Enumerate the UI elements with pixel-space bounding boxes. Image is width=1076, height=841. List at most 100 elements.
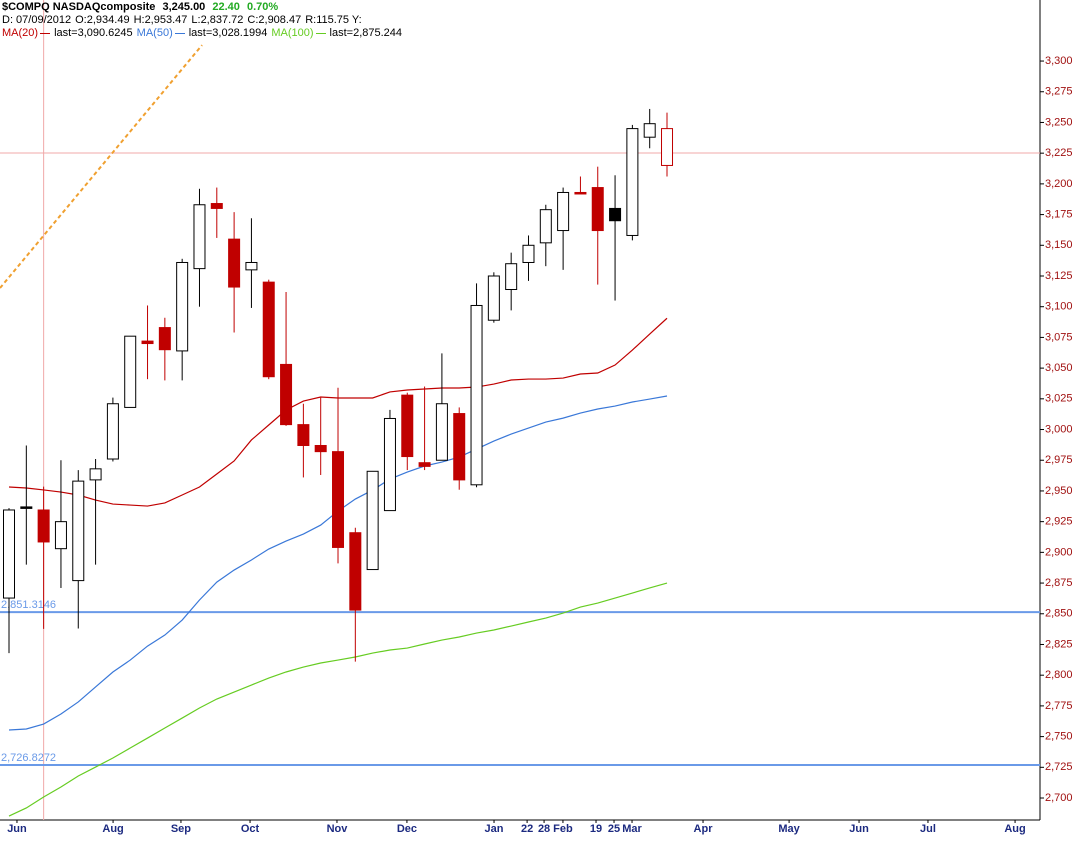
candle-body [332, 451, 345, 548]
candle-body [280, 363, 293, 426]
candle-body [72, 480, 85, 582]
y-tick-label: 3,075 [1045, 331, 1073, 343]
x-tick-label: Oct [241, 823, 260, 835]
candle-body [37, 509, 50, 543]
legend-last: last=2,875.244 [329, 27, 403, 39]
candle-body [89, 468, 102, 481]
x-tick-label: Jun [849, 823, 869, 835]
y-tick-label: 2,725 [1045, 761, 1073, 773]
candle-body [557, 191, 570, 232]
candle-body [176, 261, 189, 352]
candle-body [297, 424, 310, 446]
symbol: $COMPQ NASDAQcomposite [2, 1, 156, 13]
y-tick-label: 2,850 [1045, 608, 1073, 620]
candle-body [609, 207, 622, 222]
candle-body [418, 462, 431, 467]
candle-body [158, 327, 171, 351]
change-pct: 0.70% [246, 1, 279, 13]
x-tick-label: Jan [485, 823, 504, 835]
candle-body [487, 275, 500, 321]
x-tick-label: Mar [622, 823, 642, 835]
candle-body [470, 304, 483, 486]
candle-body [661, 128, 674, 166]
candle-body [262, 281, 275, 378]
candle-body [505, 263, 518, 291]
x-tick-label: Feb [553, 823, 573, 835]
level-label: 2,851.3146 [1, 599, 56, 611]
info-item: D: 07/09/2012 [2, 14, 72, 26]
y-tick-label: 2,825 [1045, 638, 1073, 650]
trendline [0, 44, 203, 289]
legend-last: last=3,090.6245 [54, 27, 133, 39]
candle-body [626, 128, 639, 236]
legend-name: MA(50) [136, 27, 173, 39]
y-tick-label: 2,775 [1045, 700, 1073, 712]
y-tick-label: 3,150 [1045, 239, 1073, 251]
y-tick-label: 2,925 [1045, 516, 1073, 528]
candle-body [141, 340, 154, 345]
x-tick-label: 28 [538, 823, 550, 835]
y-tick-label: 3,275 [1045, 86, 1073, 98]
y-tick-label: 2,750 [1045, 731, 1073, 743]
y-tick-label: 2,700 [1045, 792, 1073, 804]
y-tick-label: 2,975 [1045, 454, 1073, 466]
legend-swatch [174, 32, 185, 34]
legend-swatch [40, 32, 51, 34]
info-item: C:2,908.47 [247, 14, 302, 26]
candle-body [539, 209, 552, 244]
change: 22.40 [212, 1, 240, 13]
y-tick-label: 3,050 [1045, 362, 1073, 374]
x-tick-label: May [778, 823, 800, 835]
candle-body [366, 470, 379, 571]
y-tick-label: 3,175 [1045, 208, 1073, 220]
y-tick-label: 2,950 [1045, 485, 1073, 497]
candle-body [314, 444, 327, 453]
x-tick-label: Sep [171, 823, 191, 835]
candle-body [383, 417, 396, 512]
x-tick-label: 25 [608, 823, 620, 835]
y-tick-label: 3,225 [1045, 147, 1073, 159]
y-tick-label: 2,800 [1045, 669, 1073, 681]
y-tick-label: 2,875 [1045, 577, 1073, 589]
candle-body [20, 506, 33, 509]
candle-body [591, 187, 604, 232]
legend: MA(20) last=3,090.6245 MA(50) last=3,028.19… [2, 27, 406, 40]
candle-body [54, 521, 67, 550]
ma-line [8, 582, 668, 817]
candle-body [453, 413, 466, 481]
x-tick-label: 22 [521, 823, 533, 835]
candle-body [643, 123, 656, 138]
legend-last: last=3,028.1994 [188, 27, 268, 39]
y-tick-label: 3,100 [1045, 301, 1073, 313]
legend-name: MA(100) [271, 27, 314, 39]
x-tick-label: 19 [590, 823, 602, 835]
candle-body [193, 204, 206, 270]
x-tick-label: Dec [397, 823, 417, 835]
candle-body [124, 335, 137, 408]
info-item: L:2,837.72 [191, 14, 244, 26]
header: $COMPQ NASDAQcomposite 3,245.00 22.40 0.… [2, 1, 406, 40]
y-tick-label: 3,200 [1045, 178, 1073, 190]
info-line: D: 07/09/2012 O:2,934.49 H:2,953.47 L:2,837… [2, 14, 406, 27]
legend-swatch [315, 32, 326, 34]
x-tick-label: Apr [694, 823, 714, 835]
candle-body [401, 394, 414, 458]
level-label: 2,726.8272 [1, 752, 56, 764]
y-tick-label: 3,000 [1045, 423, 1073, 435]
legend-name: MA(20) [2, 27, 39, 39]
y-tick-label: 3,025 [1045, 393, 1073, 405]
candle-body [106, 403, 119, 460]
y-tick-label: 3,250 [1045, 116, 1073, 128]
info-item: H:2,953.47 [133, 14, 188, 26]
x-tick-label: Nov [327, 823, 349, 835]
info-item: O:2,934.49 [75, 14, 130, 26]
header-line: $COMPQ NASDAQcomposite 3,245.00 22.40 0.… [2, 1, 406, 14]
x-tick-label: Jun [7, 823, 27, 835]
candle-body [228, 238, 241, 288]
x-tick-label: Jul [920, 823, 936, 835]
candle-body [522, 244, 535, 263]
candle-body [210, 203, 223, 209]
last-price: 3,245.00 [162, 1, 206, 13]
